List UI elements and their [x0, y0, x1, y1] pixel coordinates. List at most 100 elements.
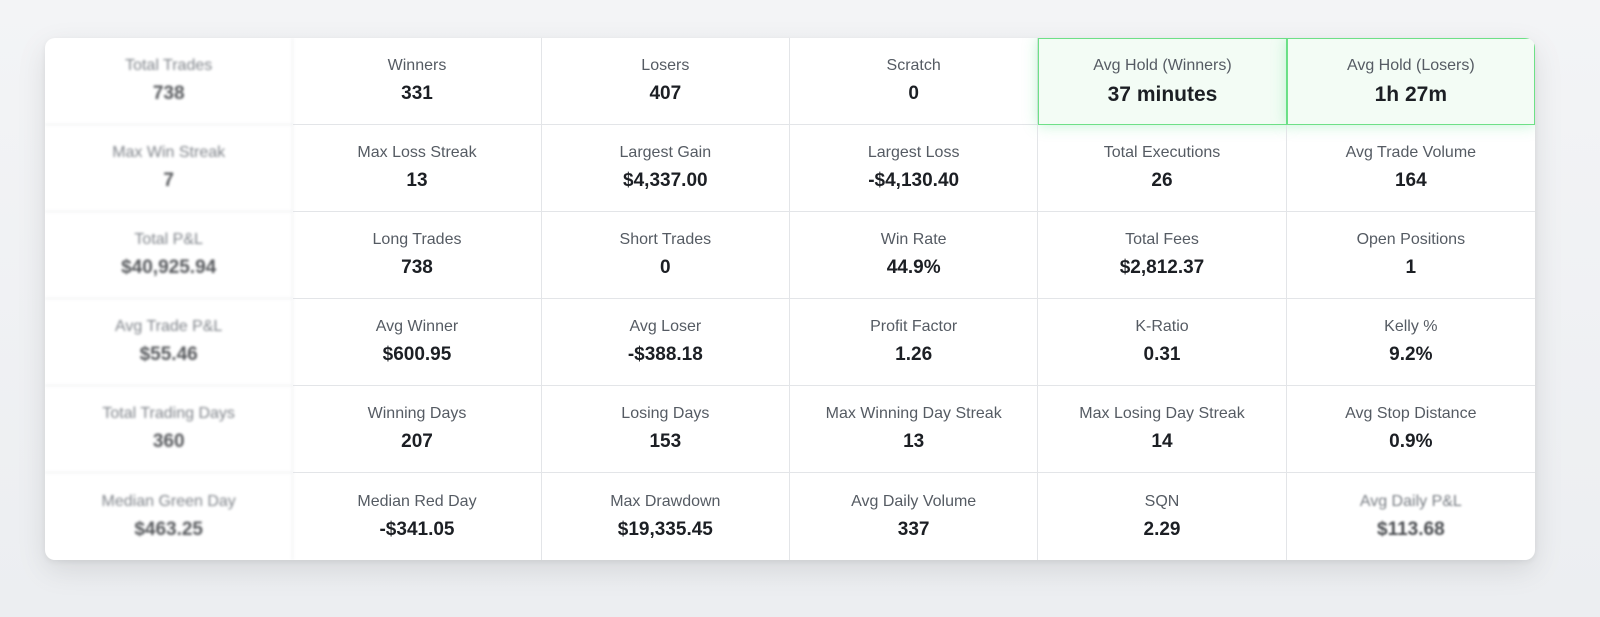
stat-cell: Avg Daily Volume 337 [790, 473, 1039, 560]
stat-label: Max Drawdown [610, 492, 721, 510]
stat-cell: Total Trades 738 [45, 38, 294, 125]
stat-label: Avg Trade Volume [1345, 144, 1477, 161]
stat-value: 0.9% [1389, 431, 1433, 452]
stat-cell: Total Trading Days 360 [45, 386, 294, 473]
stat-label: Median Green Day [101, 492, 236, 510]
stat-label: Largest Loss [867, 144, 960, 161]
stat-label: Win Rate [880, 231, 947, 248]
stat-label: SQN [1144, 492, 1180, 510]
stat-value: 1h 27m [1374, 82, 1447, 106]
stat-cell: Profit Factor 1.26 [789, 299, 1039, 386]
stat-value: 407 [649, 83, 682, 104]
stat-value: 738 [401, 257, 433, 278]
stat-cell: Max Winning Day Streak 13 [789, 386, 1039, 473]
stat-value: $55.46 [139, 344, 198, 365]
stat-cell: K-Ratio 0.31 [1038, 299, 1287, 386]
stat-cell: Avg Winner $600.95 [293, 299, 542, 386]
stat-label: Total Executions [1103, 144, 1221, 161]
stat-value: 207 [401, 431, 433, 452]
stat-cell: Largest Loss -$4,130.40 [789, 125, 1039, 212]
stat-value: 2.29 [1143, 518, 1181, 540]
stat-value: 337 [897, 518, 930, 540]
stat-value: 26 [1151, 170, 1173, 191]
stat-label: Median Red Day [357, 492, 477, 510]
stat-label: Open Positions [1356, 231, 1466, 248]
stat-value: 153 [649, 431, 682, 452]
stat-value: 0.31 [1143, 344, 1181, 365]
stat-label: Largest Gain [619, 144, 712, 161]
stat-cell: Losers 407 [541, 38, 790, 125]
stat-label: Scratch [886, 57, 941, 74]
stat-cell: Avg Loser -$388.18 [541, 299, 790, 386]
stat-cell: Median Green Day $463.25 [45, 473, 294, 560]
stat-label: Avg Hold (Winners) [1093, 56, 1232, 74]
stat-label: Total P&L [134, 231, 203, 248]
stat-cell: Losing Days 153 [541, 386, 790, 473]
stat-value: 13 [903, 431, 925, 452]
stat-value: 0 [908, 83, 919, 104]
stat-cell: Win Rate 44.9% [789, 212, 1039, 299]
stat-cell: Avg Hold (Winners) 37 minutes [1038, 38, 1287, 125]
stat-label: Profit Factor [870, 318, 958, 335]
stat-value: 1.26 [895, 344, 933, 365]
stat-cell: Largest Gain $4,337.00 [541, 125, 790, 212]
stat-label: Avg Loser [629, 318, 702, 335]
stat-cell: Open Positions 1 [1286, 212, 1535, 299]
stat-label: Total Fees [1125, 231, 1199, 248]
stat-value: 37 minutes [1107, 82, 1218, 106]
stat-label: Winners [387, 57, 447, 74]
stat-value: $463.25 [134, 518, 203, 540]
stat-value: 738 [152, 83, 185, 104]
stat-value: $40,925.94 [121, 257, 217, 278]
stat-value: -$341.05 [379, 518, 455, 540]
stat-cell: Max Loss Streak 13 [293, 125, 542, 212]
stat-value: 13 [406, 170, 428, 191]
stat-value: $600.95 [382, 344, 452, 365]
stat-label: Avg Daily Volume [851, 492, 977, 510]
stat-cell: Avg Trade Volume 164 [1286, 125, 1535, 212]
stat-value: 44.9% [886, 257, 941, 278]
stat-label: Avg Daily P&L [1359, 492, 1462, 510]
stat-cell: Max Drawdown $19,335.45 [542, 473, 790, 560]
stat-label: Avg Trade P&L [115, 318, 223, 335]
stat-cell: Winners 331 [293, 38, 542, 125]
stat-label: Losers [641, 57, 690, 74]
stat-cell: Winning Days 207 [293, 386, 542, 473]
stat-cell: Short Trades 0 [541, 212, 790, 299]
stat-value: $113.68 [1377, 518, 1445, 540]
stat-cell: Avg Hold (Losers) 1h 27m [1286, 38, 1535, 125]
stat-value: 9.2% [1389, 344, 1433, 365]
stat-label: Max Loss Streak [357, 144, 477, 161]
stat-value: 14 [1151, 431, 1173, 452]
stat-cell: Total Fees $2,812.37 [1038, 212, 1287, 299]
stat-value: $2,812.37 [1119, 257, 1205, 278]
stat-label: Total Trades [125, 57, 213, 74]
stat-label: Short Trades [619, 231, 712, 248]
stat-label: Total Trading Days [102, 405, 235, 422]
stat-value: 164 [1394, 170, 1427, 191]
stat-value: 331 [401, 83, 433, 104]
stat-cell: Long Trades 738 [293, 212, 542, 299]
stat-cell: Avg Trade P&L $55.46 [45, 299, 294, 386]
stat-value: 7 [163, 170, 174, 191]
stat-cell: Max Losing Day Streak 14 [1038, 386, 1287, 473]
stat-value: -$388.18 [627, 344, 703, 365]
stat-label: Kelly % [1384, 318, 1438, 335]
stat-label: Max Winning Day Streak [825, 405, 1002, 422]
stat-value: $4,337.00 [623, 170, 708, 191]
stat-cell: Median Red Day -$341.05 [293, 473, 542, 560]
stat-cell: Avg Daily P&L $113.68 [1287, 473, 1535, 560]
stat-label: Losing Days [621, 405, 710, 422]
stat-cell: SQN 2.29 [1038, 473, 1287, 560]
stat-label: K-Ratio [1135, 318, 1189, 335]
stat-label: Long Trades [372, 231, 462, 248]
stat-label: Max Losing Day Streak [1079, 405, 1245, 422]
stat-value: 1 [1405, 257, 1417, 278]
stat-cell: Total P&L $40,925.94 [45, 212, 294, 299]
stat-value: -$4,130.40 [868, 170, 960, 191]
stat-cell: Kelly % 9.2% [1286, 299, 1535, 386]
stat-label: Winning Days [367, 405, 467, 422]
stat-value: $19,335.45 [617, 518, 713, 540]
stat-label: Max Win Streak [112, 144, 226, 161]
